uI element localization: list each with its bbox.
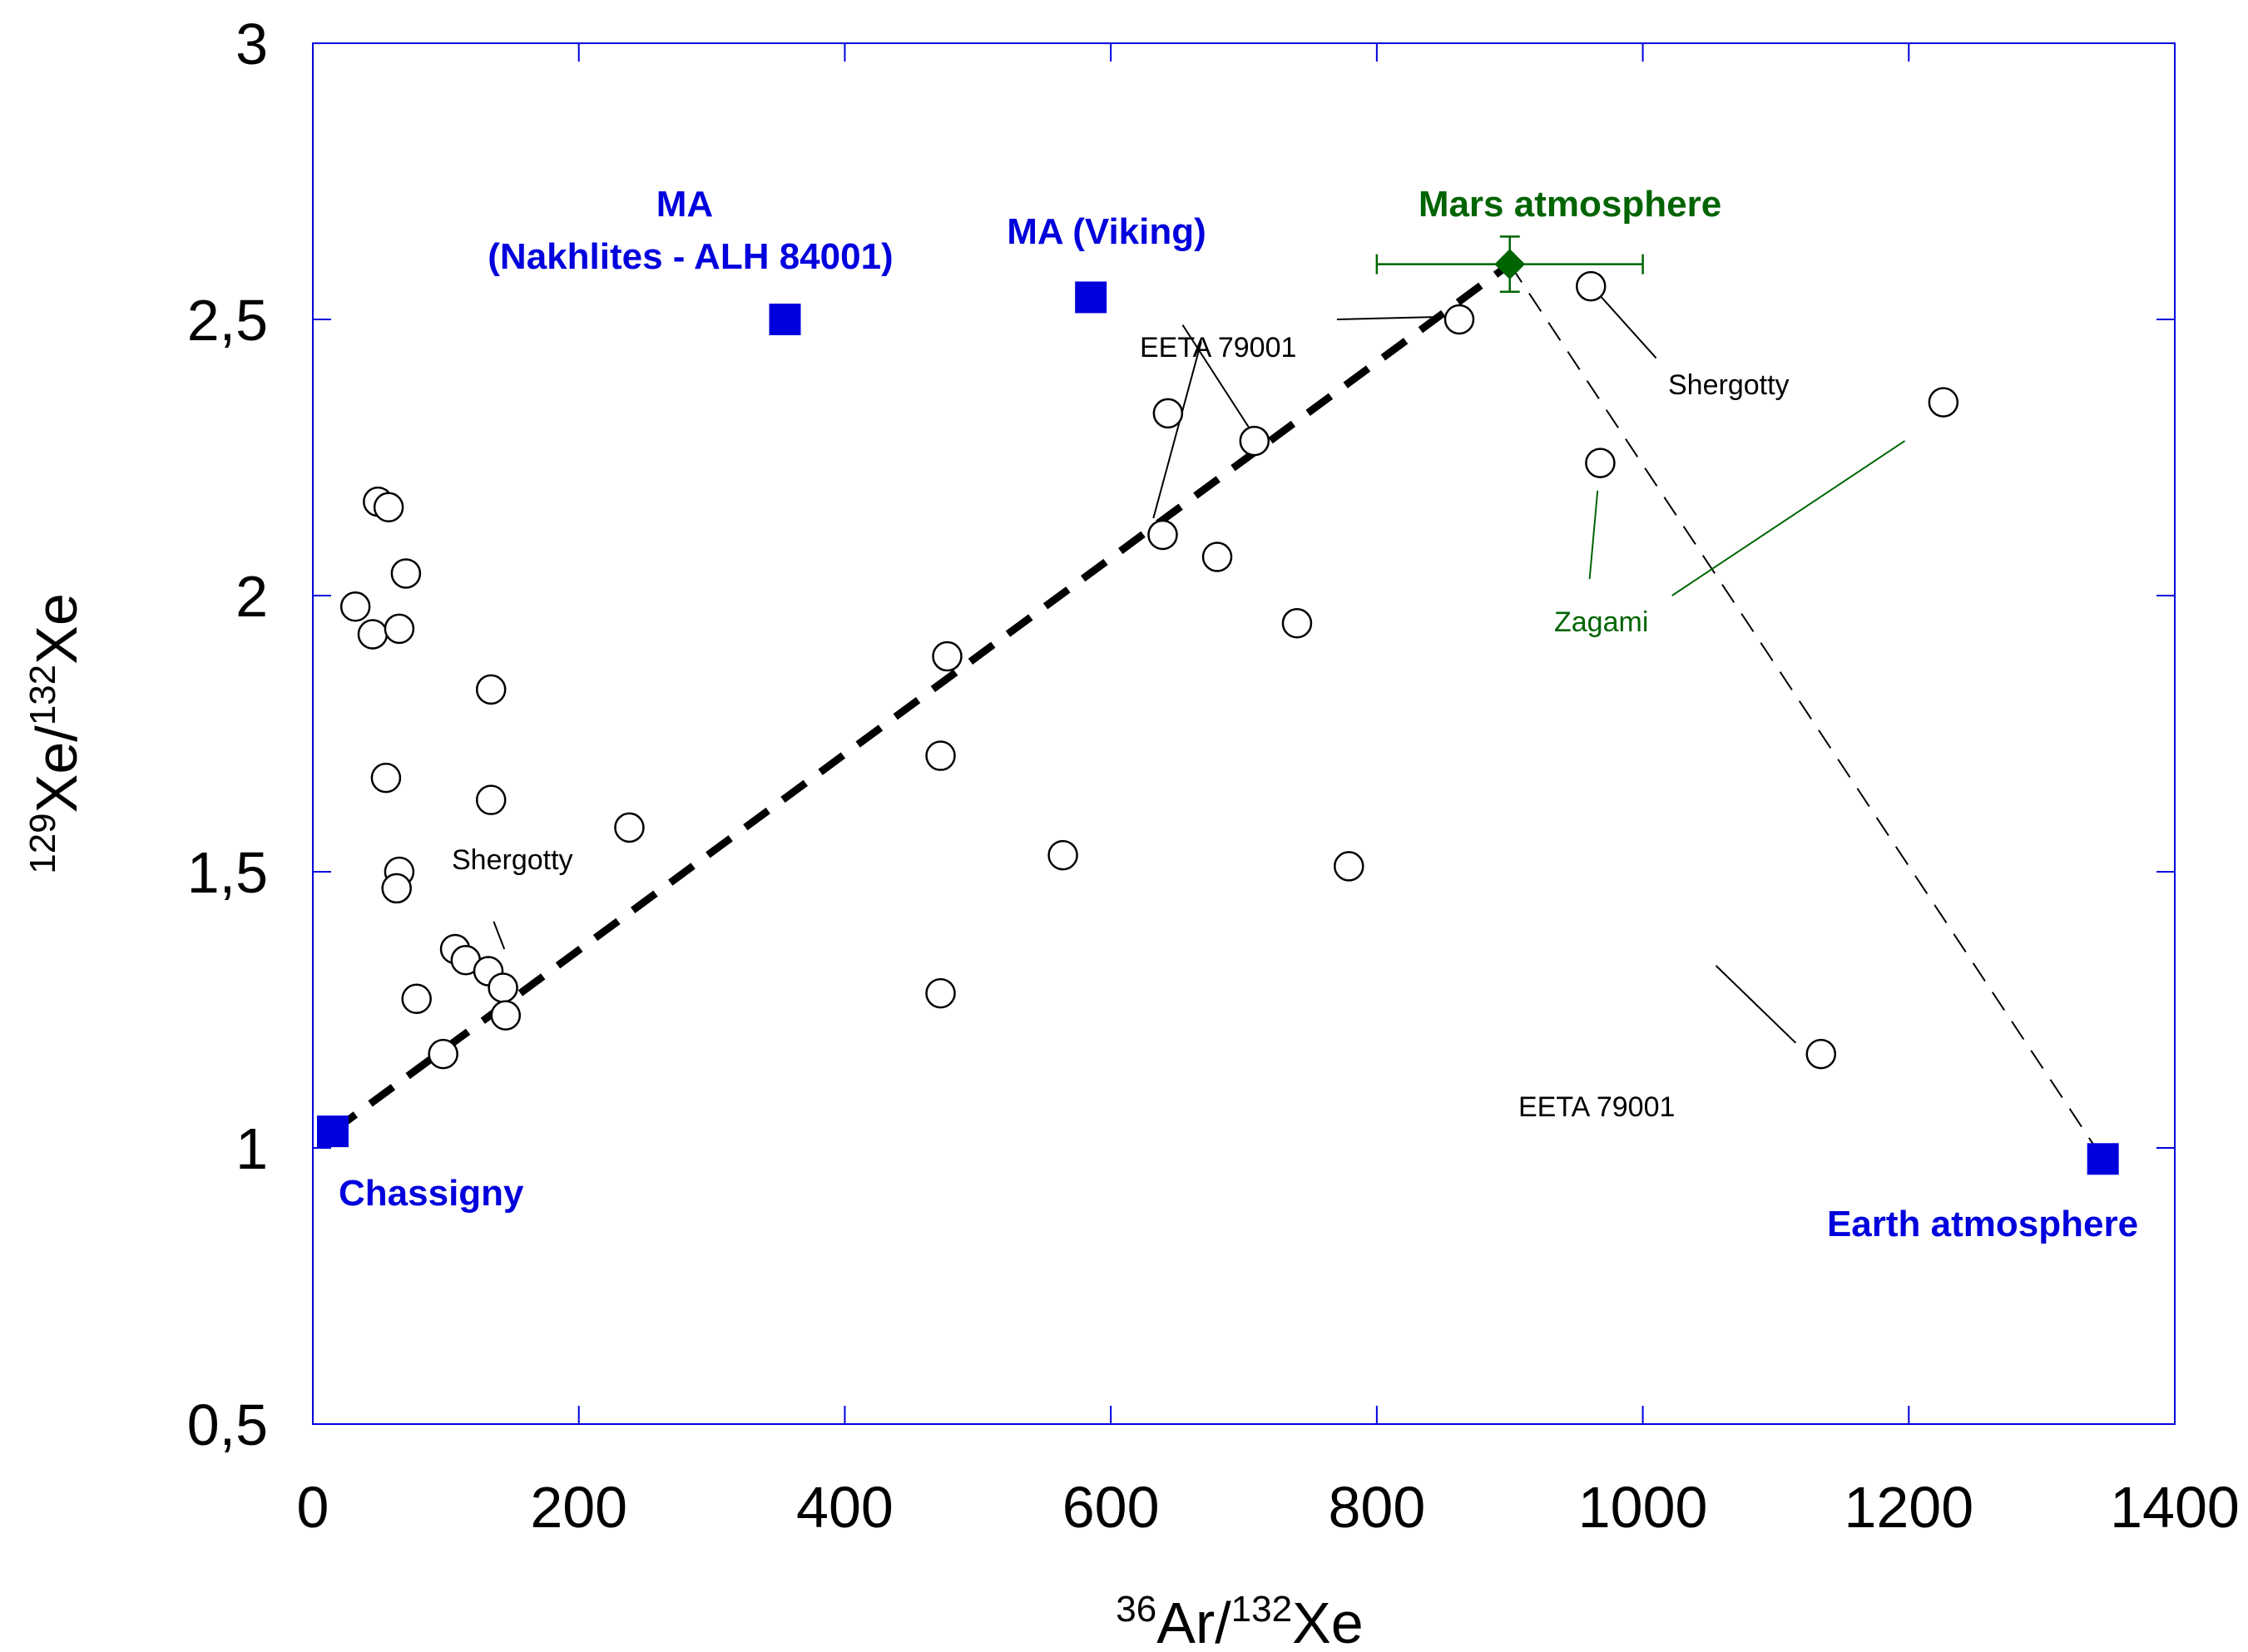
data-point <box>357 619 389 650</box>
y-axis-title: 129Xe/132Xe <box>22 593 89 874</box>
x-tick-label: 600 <box>1062 1475 1160 1540</box>
x-tick-label: 1400 <box>2110 1475 2240 1540</box>
data-point <box>475 674 507 705</box>
label-mars-atmosphere: Mars atmosphere <box>1419 184 1721 225</box>
end-member-square <box>2087 1143 2119 1175</box>
mixing-lines <box>330 260 2104 1160</box>
label-shergotty-left: Shergotty <box>452 844 573 876</box>
data-point <box>401 983 432 1014</box>
annotation-leaders <box>493 296 1906 1044</box>
data-point <box>370 762 402 794</box>
leader-eeta-top-a <box>1181 324 1251 431</box>
leader-eeta-top-b <box>1152 341 1202 519</box>
data-point <box>1281 607 1313 639</box>
data-point <box>490 1000 522 1031</box>
label-eeta-bottom: EETA 79001 <box>1518 1091 1675 1123</box>
data-point <box>925 977 956 1009</box>
leader-shergotty-right <box>1601 296 1657 359</box>
label-zagami: Zagami <box>1554 606 1648 638</box>
y-tick-label: 1 <box>235 1116 268 1181</box>
leader-shergotty-left <box>493 921 506 950</box>
data-point <box>1443 304 1475 335</box>
data-point <box>1201 542 1233 572</box>
data-point <box>1928 387 1959 418</box>
y-tick-label: 3 <box>235 12 268 77</box>
end-member-square <box>316 1115 349 1148</box>
plot-frame <box>312 42 2176 1425</box>
data-point <box>475 784 507 815</box>
leader-zagami-b <box>1671 440 1906 596</box>
x-tick-label: 200 <box>530 1475 627 1540</box>
label-earth-atmosphere: Earth atmosphere <box>1827 1204 2138 1244</box>
label-ma-viking: MA (Viking) <box>1007 211 1206 252</box>
label-chassigny: Chassigny <box>339 1173 524 1214</box>
x-tick-label: 1200 <box>1844 1475 1973 1540</box>
data-point <box>1334 851 1364 882</box>
y-tick-label: 1,5 <box>187 840 268 905</box>
leader-eeta-top <box>1336 315 1450 320</box>
mixing-line-thin <box>1508 264 2104 1160</box>
leader-eeta-bottom <box>1715 965 1797 1044</box>
y-tick-label: 2 <box>235 564 268 629</box>
data-point <box>1147 519 1178 551</box>
data-point <box>384 613 415 645</box>
label-ma-nakhlites-line2: (Nakhlites - ALH 84001) <box>488 236 893 277</box>
data-point <box>1152 398 1184 429</box>
data-point <box>1805 1038 1837 1070</box>
y-tick-labels: 0,5 1 1,5 2 2,5 3 <box>187 12 268 1457</box>
x-tick-labels: 0 200 400 600 800 1000 1200 1400 <box>297 1475 2240 1540</box>
data-point <box>1575 270 1607 302</box>
y-tick-label: 0,5 <box>187 1392 268 1457</box>
mars-atmosphere-diamond <box>1494 249 1526 280</box>
data-point <box>390 558 422 589</box>
data-point <box>1585 448 1616 478</box>
ticks <box>312 42 2176 1425</box>
data-points <box>316 235 2119 1175</box>
mixing-line-bold <box>330 260 1513 1135</box>
label-ma-nakhlites-line1: MA <box>656 184 713 225</box>
x-tick-label: 1000 <box>1578 1475 1708 1540</box>
x-tick-label: 400 <box>796 1475 894 1540</box>
data-point <box>614 812 645 843</box>
x-axis-title: 36Ar/132Xe <box>1116 1589 1363 1652</box>
data-point <box>925 740 956 771</box>
end-member-square <box>1075 281 1107 314</box>
data-point <box>428 1038 458 1070</box>
leader-zagami-a <box>1588 490 1599 580</box>
data-point <box>1047 839 1078 871</box>
x-tick-label: 800 <box>1328 1475 1425 1540</box>
data-point <box>373 492 404 523</box>
label-eeta-top: EETA 79001 <box>1140 332 1296 364</box>
x-tick-label: 0 <box>297 1475 329 1540</box>
end-member-square <box>769 304 801 335</box>
data-point <box>932 641 963 672</box>
data-point <box>1239 425 1270 457</box>
data-point <box>381 873 412 904</box>
data-point <box>339 591 371 622</box>
y-tick-label: 2,5 <box>187 288 268 353</box>
label-shergotty-right: Shergotty <box>1668 369 1790 401</box>
data-point <box>488 972 518 1003</box>
